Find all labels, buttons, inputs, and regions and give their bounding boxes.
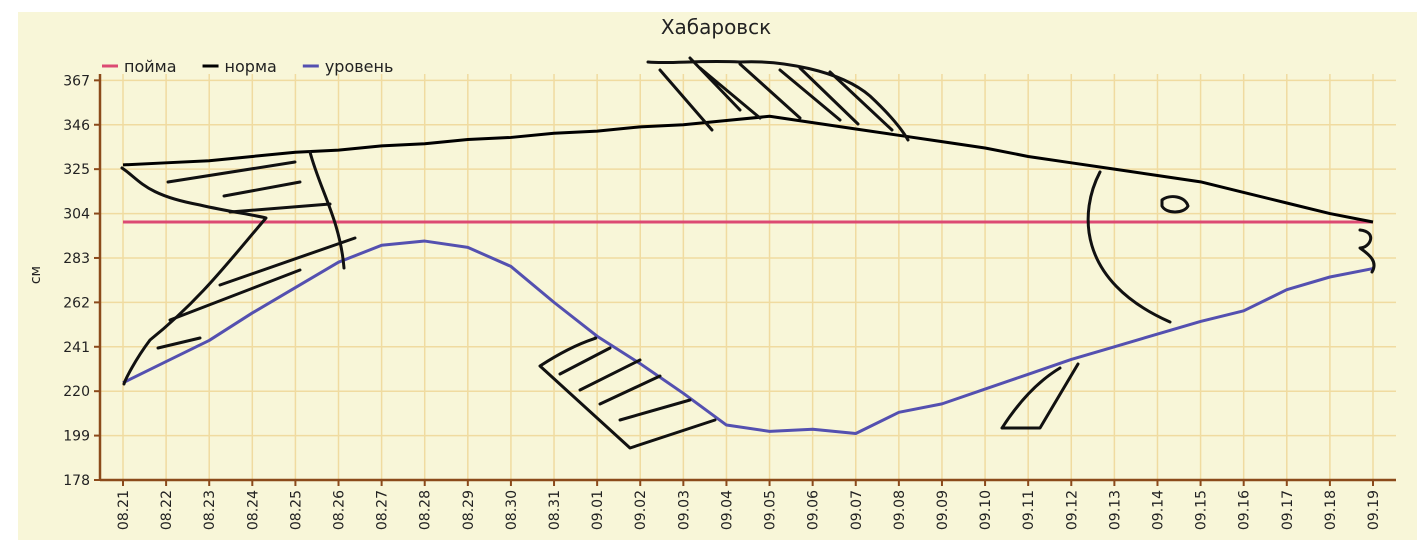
y-tick-label: 199 <box>63 429 90 445</box>
y-tick-label: 178 <box>63 473 90 489</box>
x-tick-label: 09.04 <box>719 490 735 530</box>
x-tick-label: 08.24 <box>245 490 261 530</box>
x-tick-label: 09.16 <box>1237 490 1253 530</box>
x-tick-label: 09.10 <box>978 490 994 530</box>
doodle-fin <box>646 59 910 142</box>
x-tick-label: 09.08 <box>892 490 908 530</box>
x-tick-label: 09.09 <box>935 490 951 530</box>
x-tick-label: 08.26 <box>332 490 348 530</box>
series-line <box>122 239 1374 435</box>
grid <box>100 74 1396 481</box>
x-tick-label: 08.30 <box>504 490 520 530</box>
doodle-belly-fin <box>538 336 717 450</box>
x-tick-label: 09.07 <box>849 490 865 530</box>
x-tick-label: 09.12 <box>1064 490 1080 530</box>
x-tick-label: 09.15 <box>1194 490 1210 530</box>
doodle-head <box>1086 170 1376 324</box>
chart-title: Хабаровск <box>661 15 771 39</box>
y-tick-label: 262 <box>63 295 90 311</box>
x-tick-label: 09.06 <box>806 490 822 530</box>
x-tick-label: 09.05 <box>763 490 779 530</box>
x-tick-label: 08.23 <box>202 490 218 530</box>
x-tick-label: 08.21 <box>116 490 132 530</box>
legend-label: уровень <box>325 57 394 76</box>
x-tick-label: 08.22 <box>159 490 175 530</box>
x-tick-label: 08.28 <box>418 490 434 530</box>
doodle-fin-rays <box>658 56 894 132</box>
x-tick-label: 09.13 <box>1107 490 1123 530</box>
x-tick-label: 09.11 <box>1021 490 1037 530</box>
y-axis-label: см <box>28 266 44 284</box>
series <box>122 114 1374 435</box>
x-tick-label: 09.03 <box>676 490 692 530</box>
x-tick-label: 09.18 <box>1323 490 1339 530</box>
y-tick-label: 304 <box>63 207 90 223</box>
x-tick-label: 08.29 <box>461 490 477 530</box>
doodle-tail <box>120 150 346 386</box>
series-line <box>122 114 1374 224</box>
axes: 178 199 220 241 262 283 304 325 346 367 08.21 08.22… <box>63 73 1396 530</box>
x-tick-label: 09.01 <box>590 490 606 530</box>
y-tick-label: 346 <box>63 118 90 134</box>
y-tick-label: 241 <box>63 340 90 356</box>
y-tick-label: 367 <box>63 73 90 89</box>
x-tick-label: 09.19 <box>1366 490 1382 530</box>
chart-background <box>18 12 1417 540</box>
x-tick-label: 09.02 <box>633 490 649 530</box>
doodle-pelvic-fin <box>1000 362 1080 430</box>
y-tick-label: 325 <box>63 162 90 178</box>
x-tick-label: 09.17 <box>1280 490 1296 530</box>
y-tick-label: 220 <box>63 384 90 400</box>
legend-label: норма <box>225 57 277 76</box>
legend-label: пойма <box>124 57 177 76</box>
doodle <box>120 56 1376 450</box>
x-tick-label: 08.27 <box>375 490 391 530</box>
doodle-tail-rays <box>156 160 357 350</box>
x-tick-label: 08.31 <box>547 490 563 530</box>
y-tick-label: 283 <box>63 251 90 267</box>
x-tick-label: 08.25 <box>288 490 304 530</box>
x-tick-label: 09.14 <box>1150 490 1166 530</box>
